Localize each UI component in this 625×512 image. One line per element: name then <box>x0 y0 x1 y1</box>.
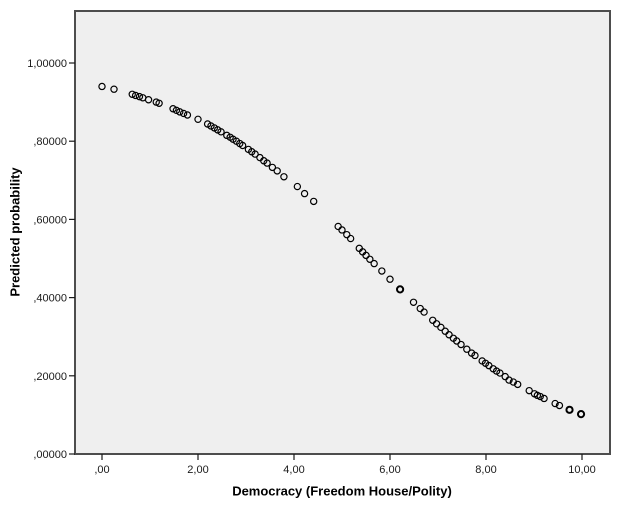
y-axis-title: Predicted probability <box>7 167 23 297</box>
data-point <box>505 376 513 384</box>
y-tick-label: ,80000 <box>33 136 67 148</box>
data-point <box>420 308 428 316</box>
data-point <box>346 234 355 243</box>
data-point <box>366 255 374 263</box>
data-point <box>513 380 522 389</box>
data-point <box>555 401 564 410</box>
data-point <box>437 323 445 332</box>
x-tick-label: 4,00 <box>283 464 304 476</box>
data-point <box>471 351 479 360</box>
data-point <box>131 91 140 100</box>
data-point <box>293 182 302 191</box>
data-point <box>343 230 351 239</box>
data-point <box>238 141 247 150</box>
data-point <box>263 159 271 167</box>
data-point <box>463 345 471 353</box>
data-point <box>457 340 465 349</box>
data-point <box>280 173 288 181</box>
data-point <box>565 405 574 414</box>
data-point <box>362 251 370 260</box>
data-point <box>217 128 225 136</box>
data-point <box>453 337 461 345</box>
x-tick-label: 6,00 <box>379 464 400 476</box>
y-tick-label: ,00000 <box>33 449 67 461</box>
data-point <box>176 108 184 116</box>
data-point <box>128 90 136 98</box>
x-tick-label: 8,00 <box>475 464 496 476</box>
data-point <box>309 197 318 206</box>
data-point <box>110 85 118 93</box>
data-point <box>370 259 378 268</box>
data-point <box>576 410 586 419</box>
data-point <box>268 163 277 172</box>
data-point <box>432 320 441 328</box>
data-point <box>551 399 559 408</box>
data-point <box>300 189 309 198</box>
x-tick-label: 2,00 <box>187 464 208 476</box>
data-point <box>525 386 533 395</box>
data-point <box>273 167 281 175</box>
data-point <box>395 285 405 294</box>
data-point <box>338 226 346 234</box>
data-point <box>378 267 386 275</box>
x-axis-title: Democracy (Freedom House/Polity) <box>232 483 452 499</box>
data-point <box>496 369 504 377</box>
data-point <box>98 82 106 91</box>
data-point <box>179 109 188 118</box>
data-point <box>155 99 163 107</box>
y-tick-label: ,20000 <box>33 371 67 383</box>
data-point <box>540 394 548 403</box>
x-tick-label: 10,00 <box>568 464 596 476</box>
data-point <box>135 92 144 101</box>
data-point <box>183 111 192 119</box>
data-point <box>445 331 453 339</box>
data-point <box>194 115 202 124</box>
data-point <box>251 150 259 158</box>
y-tick-label: 1,00000 <box>27 58 67 70</box>
data-point <box>409 298 418 306</box>
x-tick-label: ,00 <box>94 464 109 476</box>
y-tick-label: ,40000 <box>33 293 67 305</box>
data-point <box>386 275 394 283</box>
data-point <box>144 96 153 104</box>
y-tick-label: ,60000 <box>33 214 67 226</box>
data-point <box>536 392 544 401</box>
